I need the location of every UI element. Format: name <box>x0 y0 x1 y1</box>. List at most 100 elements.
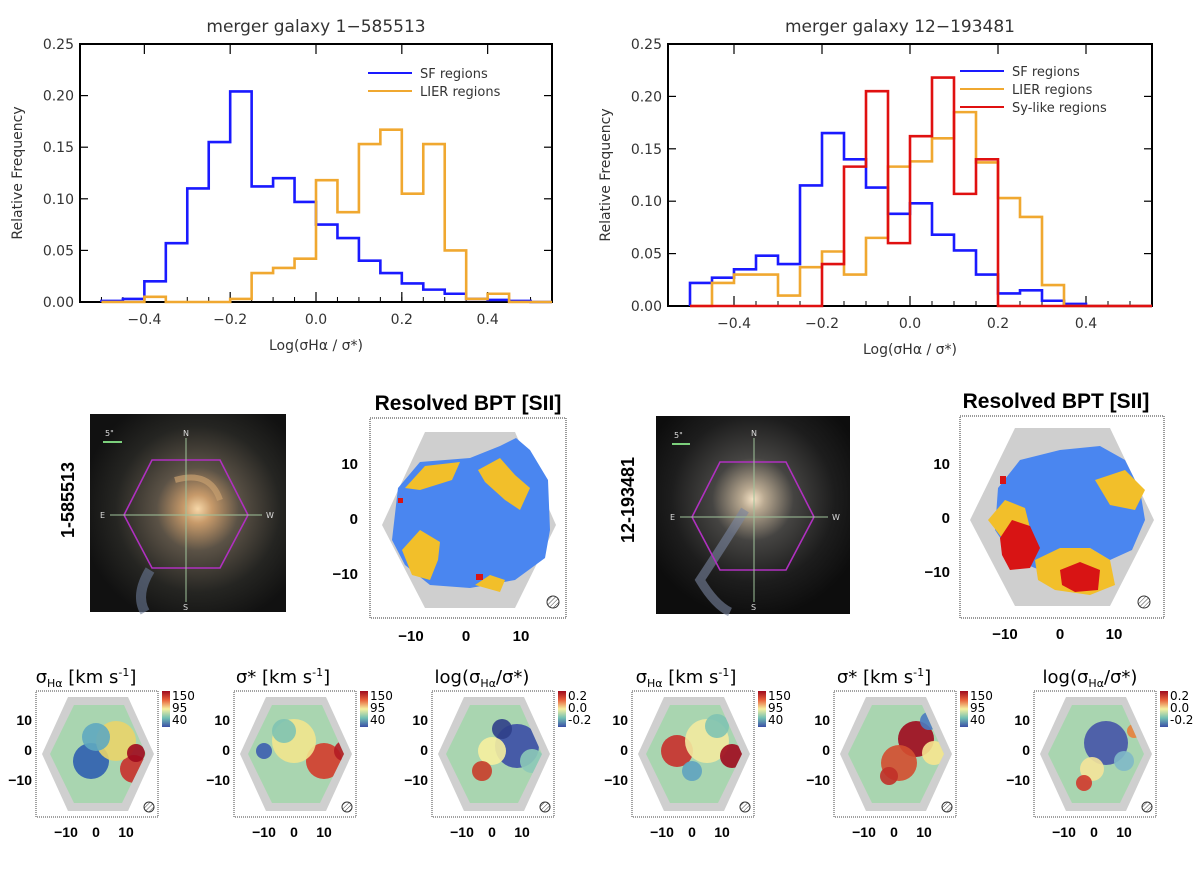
map-field <box>1048 705 1144 803</box>
colorbar-label: 40 <box>172 713 187 727</box>
beam-icon <box>739 801 751 813</box>
map-blob <box>256 743 272 759</box>
colorbar-label: 40 <box>370 713 385 727</box>
x-tick-label: 0.0 <box>899 316 921 332</box>
y-tick-label: 0.25 <box>43 37 74 53</box>
map-frame <box>833 690 957 818</box>
map-blob <box>492 719 512 739</box>
bpt-1-ytick: −10 <box>333 566 358 583</box>
series-sf-regions <box>100 90 552 304</box>
map-blob <box>472 761 492 781</box>
map-blob <box>1076 775 1092 791</box>
series-lier-regions <box>690 110 1152 308</box>
bpt-2-frame <box>959 415 1165 619</box>
bpt-map-2 <box>970 428 1154 609</box>
map-frame <box>631 690 755 818</box>
map-ytick: 10 <box>16 712 32 728</box>
map-field <box>50 705 146 803</box>
colorbar-label: 150 <box>768 689 791 703</box>
compass-e: E <box>670 513 675 522</box>
map-ytick: 0 <box>420 742 428 758</box>
map-ytick: −10 <box>806 772 830 788</box>
colorbar-label: 150 <box>970 689 993 703</box>
map-xtick: −10 <box>54 824 78 840</box>
series-lier-regions <box>101 128 552 304</box>
bpt-2-xtick: −10 <box>992 626 1017 643</box>
colorbar <box>960 691 968 727</box>
x-tick-label: 0.2 <box>987 316 1009 332</box>
map-ytick: 0 <box>822 742 830 758</box>
map-xtick: 0 <box>290 824 298 840</box>
colorbar-label: 0.2 <box>568 689 587 703</box>
beam-icon <box>1141 801 1153 813</box>
colorbar-label: -0.2 <box>1170 713 1193 727</box>
bpt-2-title: Resolved BPT [SII] <box>963 390 1150 413</box>
map-xtick: 0 <box>688 824 696 840</box>
series-sf-regions <box>688 131 1152 308</box>
map-ytick: 10 <box>814 712 830 728</box>
map-ytick: 0 <box>24 742 32 758</box>
map-xtick: −10 <box>252 824 276 840</box>
map-title: log(σHα/σ*) <box>1043 667 1138 690</box>
bpt-1-frame <box>369 417 567 619</box>
colorbar-label: 0.0 <box>1170 701 1189 715</box>
map-title: σ* [km s-1] <box>837 666 931 688</box>
colorbar-label: 95 <box>970 701 985 715</box>
colorbar-label: 40 <box>970 713 985 727</box>
compass-s: S <box>751 603 756 612</box>
map-title: log(σHα/σ*) <box>435 667 530 690</box>
y-tick-label: 0.25 <box>631 37 662 53</box>
histogram-1-frame <box>79 43 553 303</box>
colorbar <box>558 691 566 727</box>
map-blob <box>272 719 296 743</box>
map-ytick: 0 <box>620 742 628 758</box>
colorbar-label: 150 <box>172 689 195 703</box>
map-xtick: 10 <box>514 824 530 840</box>
map-xtick: −10 <box>1052 824 1076 840</box>
map-xtick: 0 <box>92 824 100 840</box>
map-xtick: 0 <box>890 824 898 840</box>
map-xtick: 10 <box>316 824 332 840</box>
histogram-2-ylabel: Relative Frequency <box>598 108 614 241</box>
beam-icon <box>941 801 953 813</box>
bpt-2-xtick: 10 <box>1106 626 1123 643</box>
histogram-2-title: merger galaxy 12−193481 <box>785 17 1015 37</box>
y-tick-label: 0.05 <box>631 247 662 263</box>
y-tick-label: 0.00 <box>43 295 74 311</box>
colorbar-label: 95 <box>172 701 187 715</box>
map-xtick: −10 <box>650 824 674 840</box>
map-ytick: −10 <box>404 772 428 788</box>
x-tick-label: −0.2 <box>213 312 247 328</box>
histogram-1: merger galaxy 1−585513 0.00 0.05 0.10 0.15 0… <box>10 17 553 354</box>
beam-icon <box>539 801 551 813</box>
histogram-2: merger galaxy 12−193481 0.00 0.05 0.10 0.15… <box>598 17 1153 358</box>
colorbar-label: 0.0 <box>568 701 587 715</box>
map-frame <box>431 690 555 818</box>
bpt-1-ytick: 10 <box>341 456 358 473</box>
bpt-map-1 <box>382 432 560 609</box>
map-blob <box>334 741 344 761</box>
map-field <box>446 705 542 803</box>
bpt-1-xtick: 10 <box>513 628 530 645</box>
y-tick-label: 0.20 <box>43 89 74 105</box>
histogram-2-xlabel: Log(σHα / σ*) <box>863 342 957 358</box>
map-blob <box>478 737 506 765</box>
bpt-1-title: Resolved BPT [SII] <box>375 392 562 415</box>
colorbar-label: 95 <box>370 701 385 715</box>
compass-n: N <box>183 429 189 438</box>
histogram-1-title: merger galaxy 1−585513 <box>206 17 425 37</box>
histogram-1-xlabel: Log(σHα / σ*) <box>269 338 363 354</box>
colorbar <box>758 691 766 727</box>
compass-w: W <box>832 513 840 522</box>
bpt-2-ytick: −10 <box>925 564 950 581</box>
bpt-1-ytick: 0 <box>350 511 358 528</box>
map-blob <box>1080 757 1104 781</box>
map-frame <box>1033 690 1157 818</box>
bpt-2-xtick: 0 <box>1056 626 1064 643</box>
bpt-1-xtick: −10 <box>398 628 423 645</box>
map-blob <box>705 714 729 738</box>
map-xtick: 0 <box>488 824 496 840</box>
